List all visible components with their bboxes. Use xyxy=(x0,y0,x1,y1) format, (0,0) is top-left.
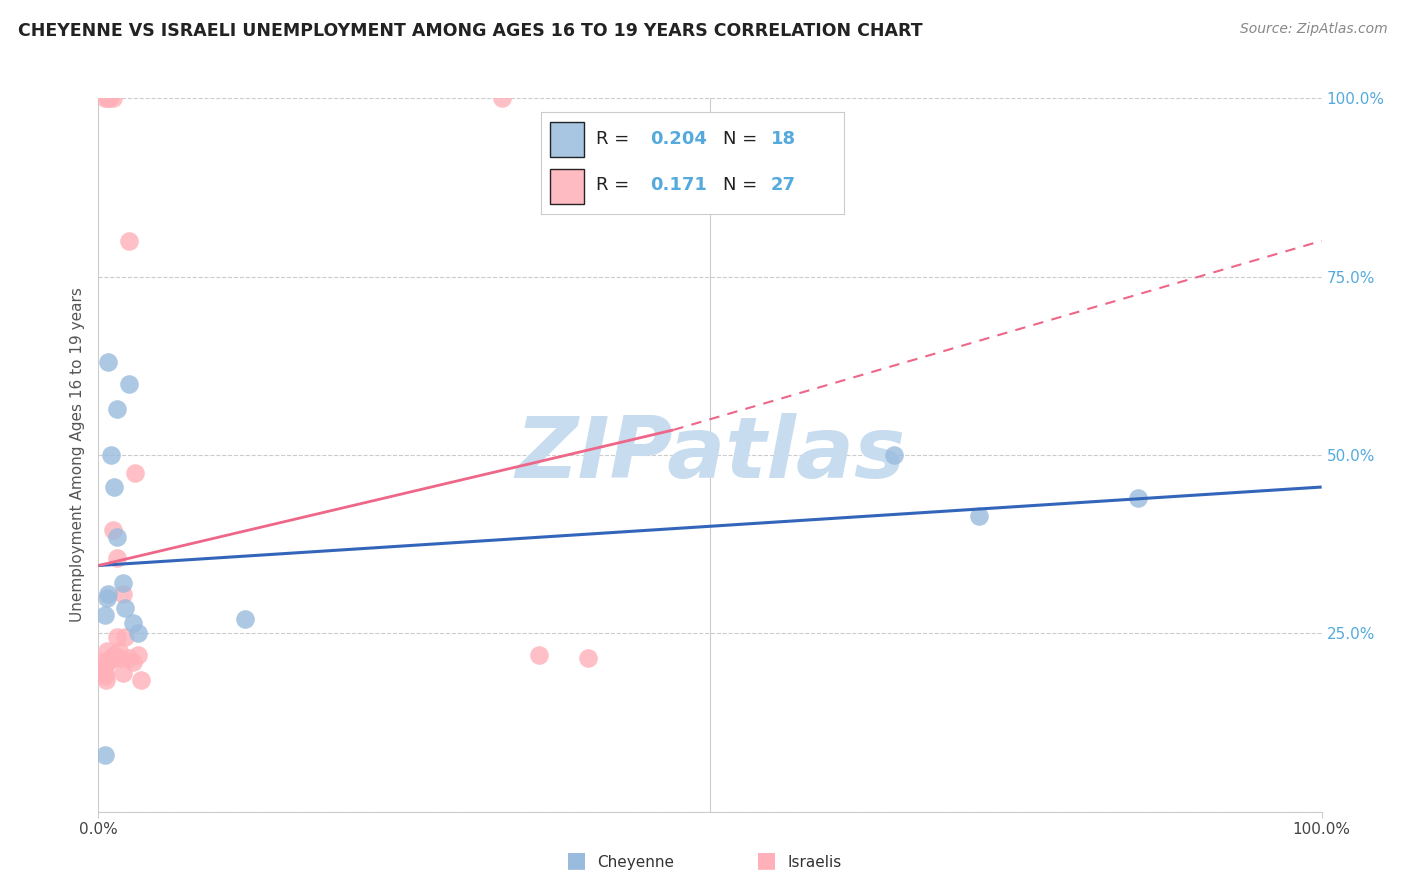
Point xyxy=(576,651,599,665)
Point xyxy=(527,648,550,662)
Point xyxy=(111,665,134,680)
Point xyxy=(105,401,128,416)
Point xyxy=(105,530,128,544)
Text: N =: N = xyxy=(723,177,762,194)
Point xyxy=(103,480,125,494)
Point xyxy=(105,551,128,566)
Point xyxy=(93,608,115,623)
Point xyxy=(101,91,124,105)
Point xyxy=(124,466,146,480)
Y-axis label: Unemployment Among Ages 16 to 19 years: Unemployment Among Ages 16 to 19 years xyxy=(70,287,86,623)
Text: Israelis: Israelis xyxy=(787,855,842,870)
Text: 0.171: 0.171 xyxy=(650,177,707,194)
Point xyxy=(129,673,152,687)
Point xyxy=(91,655,114,669)
Point xyxy=(100,651,122,665)
Point xyxy=(103,648,125,662)
Point xyxy=(108,644,131,658)
Text: ZIPatlas: ZIPatlas xyxy=(515,413,905,497)
Point xyxy=(118,234,141,248)
Point xyxy=(101,651,124,665)
Point xyxy=(100,448,122,462)
Point xyxy=(93,747,115,762)
Point xyxy=(98,91,121,105)
Point xyxy=(127,626,149,640)
Point xyxy=(94,673,117,687)
Point xyxy=(111,587,134,601)
Point xyxy=(114,630,136,644)
Point xyxy=(114,601,136,615)
Point xyxy=(118,376,141,391)
Point xyxy=(967,508,990,523)
Point xyxy=(101,523,124,537)
Point xyxy=(118,651,141,665)
Point xyxy=(1128,491,1150,505)
Text: 0.204: 0.204 xyxy=(650,130,707,148)
Point xyxy=(110,651,132,665)
Point xyxy=(93,669,115,683)
Point xyxy=(233,612,256,626)
Point xyxy=(121,615,143,630)
Point xyxy=(97,587,120,601)
Text: ■: ■ xyxy=(567,850,586,870)
Text: ■: ■ xyxy=(756,850,776,870)
Point xyxy=(127,648,149,662)
Point xyxy=(97,91,120,105)
Point xyxy=(93,665,115,680)
Point xyxy=(97,355,120,369)
Text: Source: ZipAtlas.com: Source: ZipAtlas.com xyxy=(1240,22,1388,37)
Point xyxy=(96,644,118,658)
FancyBboxPatch shape xyxy=(550,122,583,157)
Point xyxy=(96,655,118,669)
Point xyxy=(105,630,128,644)
Text: Cheyenne: Cheyenne xyxy=(598,855,675,870)
Text: 27: 27 xyxy=(770,177,796,194)
FancyBboxPatch shape xyxy=(550,169,583,204)
Point xyxy=(93,91,115,105)
Point xyxy=(111,576,134,591)
Text: CHEYENNE VS ISRAELI UNEMPLOYMENT AMONG AGES 16 TO 19 YEARS CORRELATION CHART: CHEYENNE VS ISRAELI UNEMPLOYMENT AMONG A… xyxy=(18,22,922,40)
Text: 18: 18 xyxy=(770,130,796,148)
Point xyxy=(883,448,905,462)
Text: R =: R = xyxy=(596,177,641,194)
Point xyxy=(100,651,122,665)
Text: N =: N = xyxy=(723,130,762,148)
Point xyxy=(121,655,143,669)
Point xyxy=(97,655,120,669)
Point xyxy=(96,591,118,605)
Point xyxy=(491,91,513,105)
Text: R =: R = xyxy=(596,130,634,148)
